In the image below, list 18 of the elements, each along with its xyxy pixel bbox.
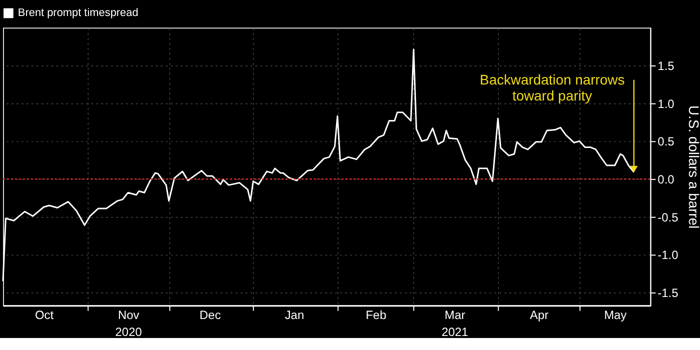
x-tick-label: Nov 2020: [115, 308, 142, 339]
legend-label: Brent prompt timespread: [18, 7, 138, 20]
x-tick-label: Feb: [366, 308, 387, 322]
y-tick-label: -0.5: [658, 210, 679, 224]
x-tick-label: Jan: [284, 308, 304, 322]
y-tick-label: -1.0: [658, 248, 679, 262]
x-tick-label: Apr: [530, 308, 549, 322]
y-tick-label: 0.5: [658, 134, 675, 149]
x-tick-label: Oct: [34, 308, 54, 322]
x-tick-label: Mar 2021: [442, 308, 469, 339]
y-tick-label: 1.5: [658, 58, 675, 73]
x-tick-label: May: [604, 308, 627, 322]
y-axis-title: U.S. dollars a barrel: [686, 105, 700, 229]
x-tick-label: Dec: [200, 308, 221, 322]
y-tick-label: -1.5: [658, 286, 679, 300]
y-tick-label: 1.0: [658, 96, 675, 111]
y-tick-label: 0.0: [658, 172, 675, 186]
annotation: Backwardation narrows toward parity: [480, 72, 625, 104]
